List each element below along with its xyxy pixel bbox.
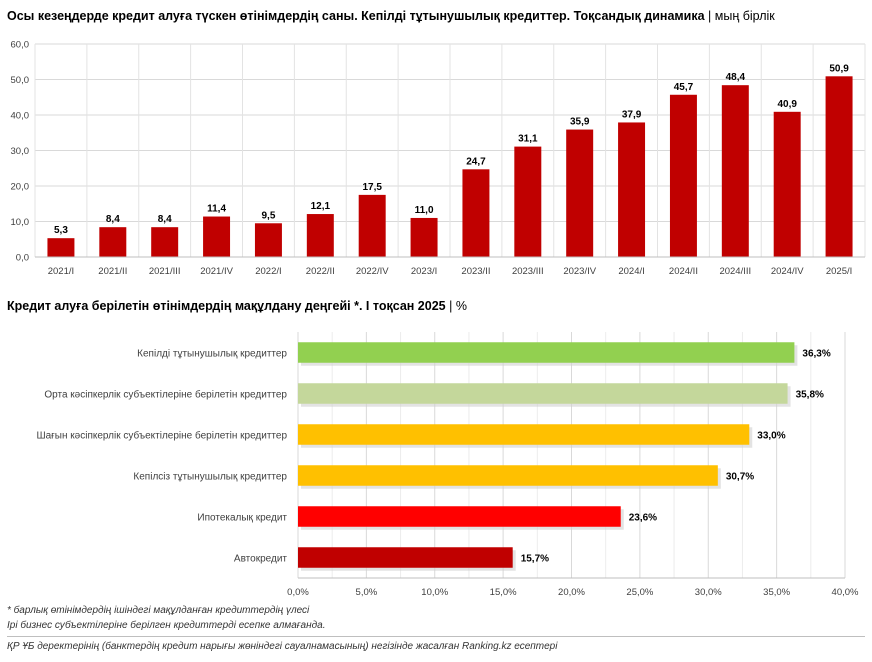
chart2-x-tick-label: 10,0%	[421, 587, 448, 598]
chart2-category-label: Орта кәсіпкерлік субъектілеріне берілеті…	[44, 389, 287, 401]
chart1-bar	[151, 227, 179, 257]
chart2-x-tick-label: 20,0%	[558, 587, 585, 598]
chart1-y-tick-label: 0,0	[16, 253, 29, 264]
chart2-category-label: Шағын кәсіпкерлік субъектілеріне берілет…	[36, 430, 287, 442]
chart2-bar	[298, 424, 750, 445]
chart1-x-tick-label: 2022/I	[255, 266, 281, 277]
chart1-bar	[99, 227, 127, 257]
chart1-x-tick-label: 2021/II	[98, 266, 127, 277]
chart1-value-label: 31,1	[518, 134, 538, 145]
chart2-value-label: 23,6%	[629, 513, 657, 524]
chart2-value-label: 15,7%	[521, 554, 549, 565]
chart1-value-label: 48,4	[726, 72, 746, 83]
chart1-bar	[462, 169, 490, 257]
chart1-bar	[358, 194, 386, 257]
chart2-value-label: 33,0%	[757, 431, 785, 442]
chart1-bar	[410, 217, 438, 257]
chart1-bar	[306, 214, 334, 257]
chart1-value-label: 24,7	[466, 156, 486, 167]
chart1-value-label: 45,7	[674, 82, 694, 93]
chart2-x-tick-label: 0,0%	[287, 587, 309, 598]
chart1-y-tick-label: 40,0	[11, 111, 30, 122]
chart1-bar	[825, 76, 853, 258]
chart1-value-label: 17,5	[362, 182, 382, 193]
chart1-value-label: 35,9	[570, 117, 590, 128]
chart1-value-label: 8,4	[158, 214, 172, 225]
chart2-x-tick-label: 15,0%	[490, 587, 517, 598]
chart1-title-text: Осы кезеңдерде кредит алуға түскен өтіні…	[7, 9, 705, 23]
chart1-bar	[566, 129, 594, 257]
footnote-source: ҚР ҰБ деректерінің (банктердің кредит на…	[7, 641, 558, 652]
chart1-value-label: 9,5	[261, 210, 275, 221]
chart1-bar	[618, 122, 646, 257]
chart1-value-label: 37,9	[622, 109, 642, 120]
chart1-bar	[203, 216, 231, 257]
footer-divider	[7, 636, 865, 637]
chart2-bar	[298, 465, 718, 486]
chart2-bar	[298, 547, 513, 568]
chart1-x-tick-label: 2022/II	[306, 266, 335, 277]
chart1-value-label: 50,9	[829, 63, 849, 74]
chart1-y-tick-label: 10,0	[11, 217, 30, 228]
chart1-bar	[669, 94, 697, 257]
chart2-bar	[298, 342, 795, 363]
chart1-value-label: 11,4	[207, 204, 226, 215]
chart2-x-tick-label: 40,0%	[832, 587, 859, 598]
chart2-svg: 0,0% 5,0% 10,0% 15,0% 20,0% 25,0% 30,0% 35,0% 40…	[36, 332, 859, 598]
chart2-x-tick-label: 5,0%	[356, 587, 378, 598]
chart1-value-label: 8,4	[106, 214, 120, 225]
chart1-x-tick-label: 2023/III	[512, 266, 544, 277]
chart1-x-tick-label: 2025/I	[826, 266, 852, 277]
chart2-value-label: 30,7%	[726, 472, 754, 483]
chart1-bar	[254, 223, 282, 257]
chart1-value-label: 40,9	[777, 99, 797, 110]
chart1-svg: 0,0 10,0 20,0 30,0 40,0 50,0 60,0 5,3 2021/I 8,4 2…	[11, 40, 866, 277]
chart2-x-tick-label: 35,0%	[763, 587, 790, 598]
chart1-value-label: 12,1	[311, 201, 331, 212]
footnote-large-business: Ірі бизнес субъектілеріне берілген креди…	[7, 620, 326, 631]
chart1-bar	[47, 238, 75, 257]
chart1-x-tick-label: 2023/II	[461, 266, 490, 277]
chart1-x-tick-label: 2024/IV	[771, 266, 804, 277]
chart2-title-text: Кредит алуға берілетін өтінімдердің мақұ…	[7, 299, 446, 313]
chart2-category-label: Кепілді тұтынушылық кредиттер	[137, 349, 287, 360]
chart1-x-tick-label: 2023/IV	[563, 266, 596, 277]
chart1-bar	[773, 111, 801, 258]
chart1-x-tick-label: 2021/I	[48, 266, 74, 277]
chart1-x-tick-label: 2024/I	[618, 266, 644, 277]
chart2-category-label: Автокредит	[234, 554, 287, 565]
chart2-category-label: Кепілсіз тұтынушылық кредиттер	[133, 472, 287, 483]
chart1-y-tick-label: 30,0	[11, 146, 30, 157]
chart1-value-label: 11,0	[415, 205, 434, 216]
chart1-value-label: 5,3	[54, 225, 68, 236]
chart1-x-tick-label: 2024/II	[669, 266, 698, 277]
chart1-x-tick-label: 2023/I	[411, 266, 437, 277]
chart2-unit: %	[455, 299, 467, 313]
chart2-x-tick-label: 30,0%	[695, 587, 722, 598]
chart1-x-tick-label: 2021/III	[149, 266, 181, 277]
chart1-x-tick-label: 2022/IV	[356, 266, 389, 277]
footnote-approval-share: * барлық өтінімдердің ішіндегі мақұлданғ…	[7, 605, 310, 616]
chart1-x-tick-label: 2021/IV	[200, 266, 233, 277]
chart2-bar	[298, 506, 621, 527]
chart1-bar	[514, 146, 542, 257]
chart1-unit: мың бірлік	[714, 9, 775, 23]
chart2-value-label: 35,8%	[796, 390, 824, 401]
chart1-y-tick-label: 20,0	[11, 182, 30, 193]
chart2-x-tick-label: 25,0%	[626, 587, 653, 598]
chart2-bar	[298, 383, 788, 404]
chart1-y-tick-label: 50,0	[11, 75, 30, 86]
chart2-title: Кредит алуға берілетін өтінімдердің мақұ…	[7, 299, 467, 313]
chart1-title: Осы кезеңдерде кредит алуға түскен өтіні…	[7, 9, 775, 23]
chart1-bar	[721, 85, 749, 258]
chart2-value-label: 36,3%	[802, 349, 830, 360]
chart1-x-tick-label: 2024/III	[719, 266, 751, 277]
chart1-y-tick-label: 60,0	[11, 40, 30, 51]
chart2-category-label: Ипотекалық кредит	[197, 513, 287, 524]
